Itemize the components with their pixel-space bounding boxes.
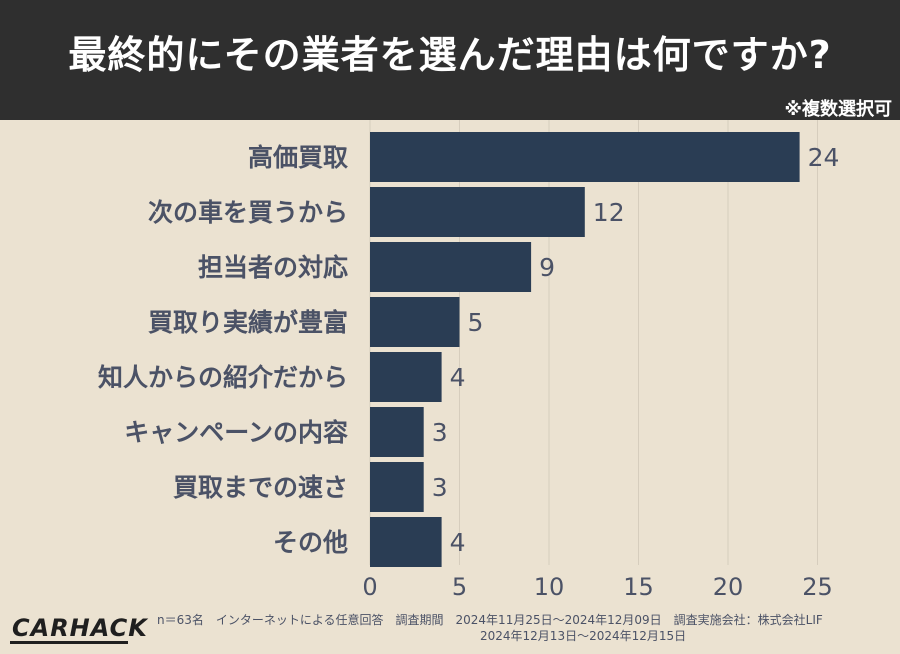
value-label: 12: [593, 198, 625, 227]
carhack-logo: CARHACK: [12, 614, 148, 642]
category-label: 買取までの速さ: [173, 473, 348, 502]
bar: [370, 132, 800, 182]
category-label: 知人からの紹介だから: [98, 363, 348, 392]
page-title: 最終的にその業者を選んだ理由は何ですか?: [68, 33, 832, 77]
x-tick-label: 10: [534, 573, 565, 601]
survey-info: n＝63名 インターネットによる任意回答 調査期間 2024年11月25日～20…: [157, 612, 823, 644]
value-label: 4: [450, 528, 466, 557]
bar: [370, 242, 532, 292]
bars: [370, 132, 800, 567]
x-axis-ticks: 0 5 10 15 20 25: [362, 573, 832, 601]
bar-chart: 高価買取次の車を買うから担当者の対応買取り実績が豊富知人からの紹介だからキャンペ…: [98, 120, 840, 601]
x-tick-label: 0: [362, 573, 377, 601]
bar: [370, 297, 460, 347]
value-label: 4: [450, 363, 466, 392]
multiple-choice-note: ※複数選択可: [784, 99, 893, 120]
value-label: 24: [808, 143, 840, 172]
bar: [370, 407, 424, 457]
category-label: キャンペーンの内容: [124, 418, 348, 447]
category-labels: 高価買取次の車を買うから担当者の対応買取り実績が豊富知人からの紹介だからキャンペ…: [98, 143, 348, 557]
category-label: 高価買取: [248, 143, 348, 172]
header-bar: [0, 0, 900, 120]
x-tick-label: 20: [713, 573, 744, 601]
category-label: 買取り実績が豊富: [148, 308, 348, 337]
value-label: 5: [468, 308, 484, 337]
x-tick-label: 5: [452, 573, 467, 601]
bar: [370, 187, 585, 237]
logo-underline: [10, 641, 128, 644]
survey-info-line1: n＝63名 インターネットによる任意回答 調査期間 2024年11月25日～20…: [157, 613, 823, 627]
category-label: その他: [273, 528, 348, 557]
bar: [370, 462, 424, 512]
bar: [370, 352, 442, 402]
x-tick-label: 15: [623, 573, 654, 601]
value-label: 3: [432, 473, 448, 502]
bar: [370, 517, 442, 567]
category-label: 担当者の対応: [198, 253, 348, 282]
x-tick-label: 25: [802, 573, 833, 601]
value-label: 9: [539, 253, 555, 282]
survey-info-line2: 2024年12月13日～2024年12月15日: [480, 629, 687, 643]
category-label: 次の車を買うから: [148, 198, 348, 227]
value-label: 3: [432, 418, 448, 447]
